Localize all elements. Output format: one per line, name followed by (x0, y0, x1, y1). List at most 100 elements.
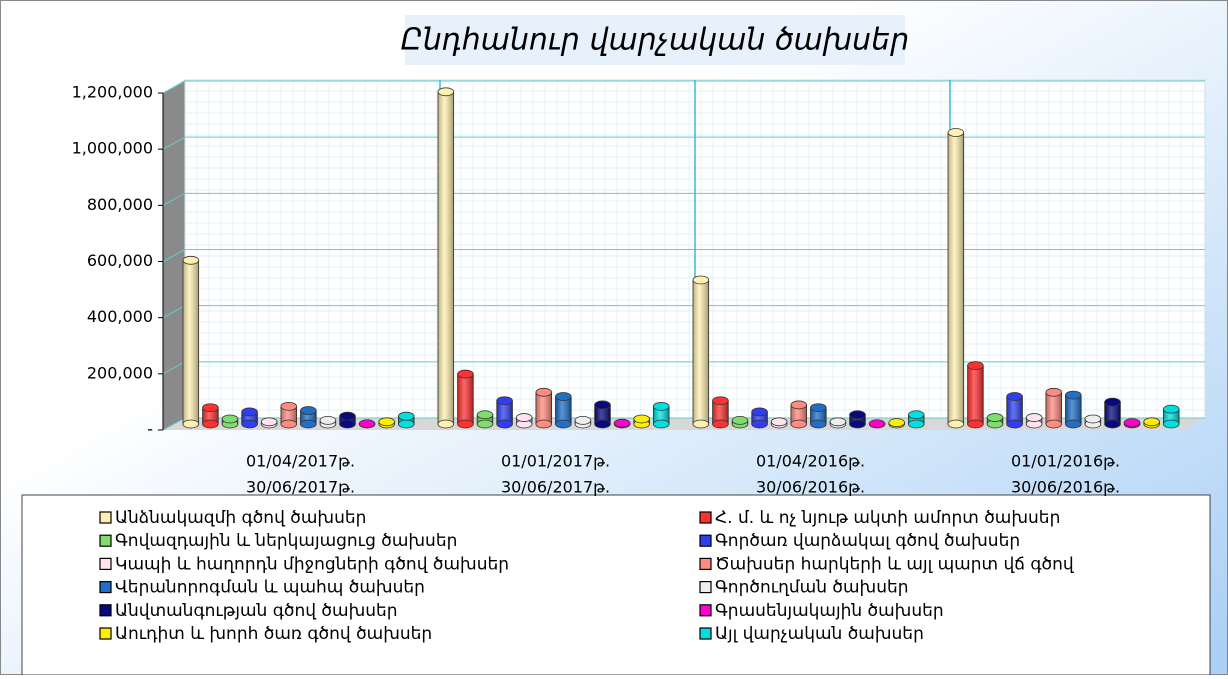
cylinder (340, 412, 356, 428)
bar-base (1066, 420, 1082, 428)
bar-top (1144, 418, 1160, 426)
cylinder (183, 256, 199, 428)
bar-top (869, 420, 885, 428)
legend-label: Գովազդային և ներկայացուց ծախսեր (115, 531, 457, 551)
cylinder (1124, 419, 1140, 428)
bar-top (987, 414, 1003, 422)
cylinder (497, 397, 513, 428)
bar-shade (1046, 392, 1062, 424)
legend-label: Աուդիտ և խորհ ծառ գծով ծախսեր (115, 624, 432, 644)
legend-swatch (100, 535, 111, 546)
bar-top (614, 419, 630, 427)
bar-base (713, 420, 729, 428)
bar-base (653, 420, 669, 428)
bar-base (1046, 420, 1062, 428)
bar-top (458, 370, 474, 378)
bar-top (1046, 388, 1062, 396)
x-tick-label: 30/06/2017թ. (246, 478, 355, 497)
cylinder (987, 414, 1003, 428)
bar-top (398, 412, 414, 420)
cylinder (713, 397, 729, 428)
bar-base (693, 420, 709, 428)
bar-base (536, 420, 552, 428)
bar-top (340, 412, 356, 420)
bar-top (536, 388, 552, 396)
cylinder (791, 401, 807, 428)
bar-top (948, 129, 964, 137)
cylinder (830, 418, 846, 428)
y-tick-label: 600,000 (87, 251, 153, 270)
bar-top (1066, 391, 1082, 399)
legend-swatch (100, 512, 111, 523)
legend-swatch (100, 628, 111, 639)
cylinder (1163, 405, 1179, 428)
bar-base (1007, 420, 1023, 428)
bar-base (438, 420, 454, 428)
cylinder (203, 404, 219, 428)
bar-top (320, 416, 336, 424)
bar-top (379, 418, 395, 426)
bar-top (889, 419, 905, 427)
bar-top (693, 276, 709, 284)
cylinder (242, 408, 258, 428)
bar-base (301, 420, 317, 428)
bar-top (359, 420, 375, 428)
bar-base (281, 420, 297, 428)
bar-top (203, 404, 219, 412)
cylinder (732, 416, 748, 428)
bar-top (968, 362, 984, 370)
cylinder (614, 419, 630, 428)
cylinder (634, 415, 650, 428)
cylinder (889, 419, 905, 428)
bar-top (183, 256, 199, 264)
bar-top (791, 401, 807, 409)
bar-top (556, 393, 572, 401)
legend-swatch (700, 512, 711, 523)
cylinder (477, 411, 493, 428)
cylinder (1085, 415, 1101, 428)
cylinder (1066, 391, 1082, 428)
bar-base (398, 420, 414, 428)
bar-top (222, 415, 238, 423)
bar-top (811, 404, 827, 412)
cylinder (869, 420, 885, 428)
bar-top (1105, 398, 1121, 406)
bar-base (791, 420, 807, 428)
legend-swatch (700, 582, 711, 593)
cylinder (516, 414, 532, 428)
bar-base (556, 420, 572, 428)
bar-base (968, 420, 984, 428)
x-tick-label: 30/06/2017թ. (501, 478, 610, 497)
chart-title: Ընդհանուր վարչական ծախսեր (401, 23, 909, 58)
bar-shade (438, 92, 454, 424)
cylinder (575, 416, 591, 428)
bar-shade (536, 392, 552, 424)
bar-base (340, 420, 356, 428)
cylinder (1144, 418, 1160, 428)
x-tick-label: 01/01/2017թ. (501, 452, 610, 471)
cylinder (908, 411, 924, 428)
bar-top (497, 397, 513, 405)
legend-swatch (100, 582, 111, 593)
bar-top (595, 401, 611, 409)
legend-label: Անձնակազմի գծով ծախսեր (115, 508, 366, 528)
cylinder (1026, 414, 1042, 428)
bar-shade (458, 374, 474, 424)
cylinder (261, 418, 277, 428)
legend-swatch (700, 535, 711, 546)
bar-top (1124, 419, 1140, 427)
bar-top (634, 415, 650, 423)
bar-top (830, 418, 846, 426)
cylinder (359, 420, 375, 428)
bar-base (477, 420, 493, 428)
bar-top (477, 411, 493, 419)
bar-top (713, 397, 729, 405)
legend-label: Ծախսեր հարկերի և այլ պարտ վճ գծով (715, 554, 1074, 574)
cylinder (301, 407, 317, 428)
cylinder (379, 418, 395, 428)
bar-base (595, 420, 611, 428)
legend-label: Կապի և հաղորդն միջոցների գծով ծախսեր (115, 554, 509, 574)
bar-top (771, 418, 787, 426)
bar-top (575, 416, 591, 424)
